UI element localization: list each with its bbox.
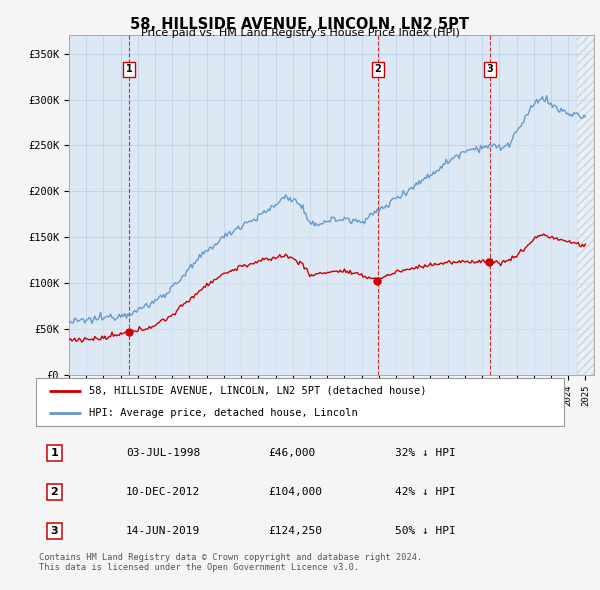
Text: £124,250: £124,250: [268, 526, 322, 536]
Text: 58, HILLSIDE AVENUE, LINCOLN, LN2 5PT: 58, HILLSIDE AVENUE, LINCOLN, LN2 5PT: [131, 17, 470, 31]
Text: 10-DEC-2012: 10-DEC-2012: [126, 487, 200, 497]
Text: Contains HM Land Registry data © Crown copyright and database right 2024.
This d: Contains HM Land Registry data © Crown c…: [39, 553, 422, 572]
Text: 03-JUL-1998: 03-JUL-1998: [126, 448, 200, 458]
Text: 2: 2: [50, 487, 58, 497]
Text: £46,000: £46,000: [268, 448, 316, 458]
Text: 32% ↓ HPI: 32% ↓ HPI: [395, 448, 456, 458]
Text: 2: 2: [374, 64, 381, 74]
Text: 50% ↓ HPI: 50% ↓ HPI: [395, 526, 456, 536]
Text: 1: 1: [50, 448, 58, 458]
Text: 3: 3: [487, 64, 493, 74]
Text: 14-JUN-2019: 14-JUN-2019: [126, 526, 200, 536]
Text: 58, HILLSIDE AVENUE, LINCOLN, LN2 5PT (detached house): 58, HILLSIDE AVENUE, LINCOLN, LN2 5PT (d…: [89, 386, 426, 396]
Text: 1: 1: [126, 64, 133, 74]
Text: HPI: Average price, detached house, Lincoln: HPI: Average price, detached house, Linc…: [89, 408, 358, 418]
Text: Price paid vs. HM Land Registry's House Price Index (HPI): Price paid vs. HM Land Registry's House …: [140, 28, 460, 38]
Text: 3: 3: [50, 526, 58, 536]
Text: 42% ↓ HPI: 42% ↓ HPI: [395, 487, 456, 497]
Text: £104,000: £104,000: [268, 487, 322, 497]
